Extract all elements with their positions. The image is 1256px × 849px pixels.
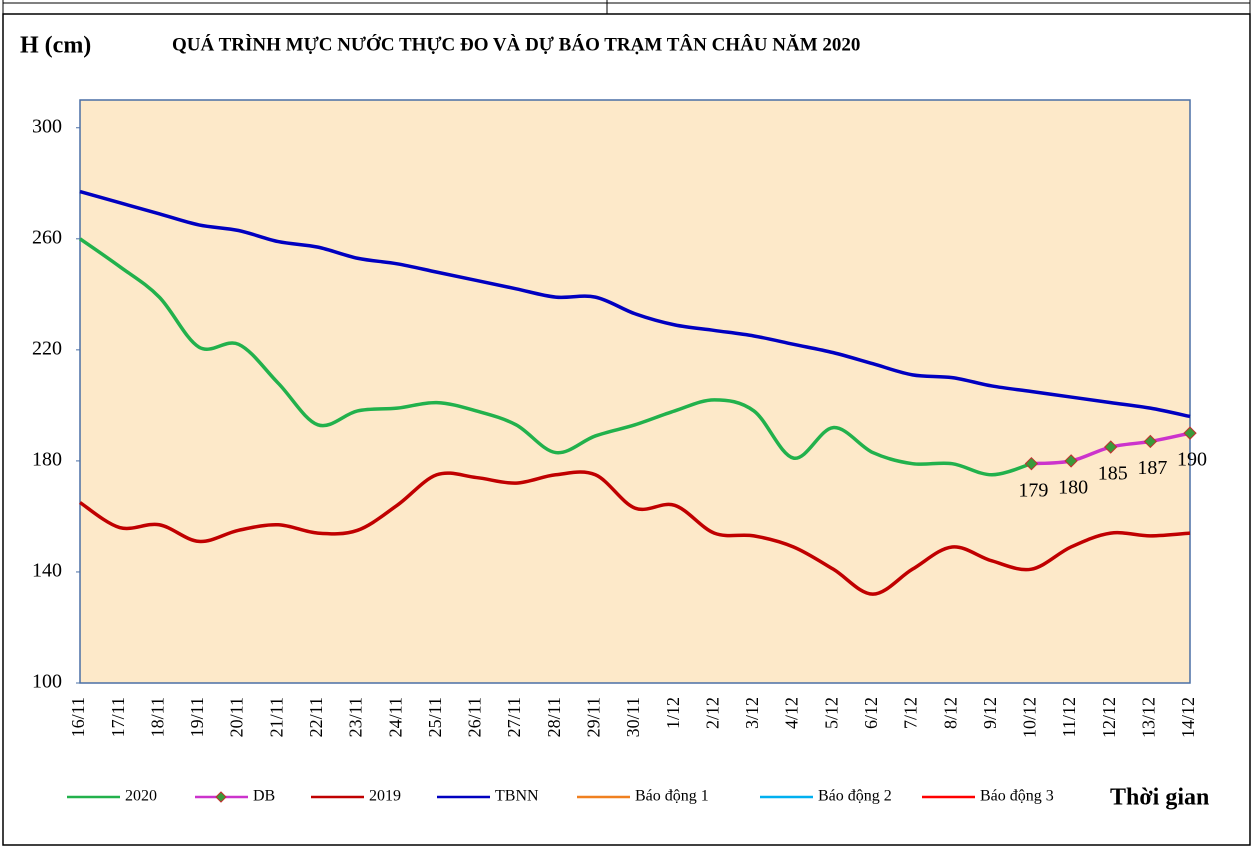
data-label: 179 — [1018, 479, 1048, 501]
data-label: 185 — [1098, 463, 1128, 485]
legend-marker — [215, 791, 227, 803]
x-tick-label: 20/11 — [227, 697, 247, 737]
x-tick-label: 21/11 — [266, 697, 286, 737]
y-tick-label: 300 — [32, 115, 62, 137]
legend-label: Báo động 1 — [635, 788, 709, 805]
x-tick-label: 10/12 — [1020, 697, 1040, 738]
x-tick-label: 17/11 — [108, 697, 128, 737]
data-label: 180 — [1058, 476, 1088, 498]
series-line — [79, 470, 1191, 596]
x-tick-label: 8/12 — [940, 697, 960, 729]
x-tick-label: 22/11 — [306, 697, 326, 737]
x-tick-label: 9/12 — [980, 697, 1000, 729]
series-line — [79, 189, 1191, 419]
data-label: 187 — [1137, 457, 1167, 479]
data-marker — [1143, 434, 1158, 449]
plot-area — [79, 99, 1191, 684]
x-tick-label: 23/11 — [346, 697, 366, 737]
x-tick-label: 25/11 — [425, 697, 445, 737]
x-tick-label: 29/11 — [583, 697, 603, 737]
x-tick-label: 24/11 — [385, 697, 405, 737]
legend-label: Báo động 2 — [818, 788, 892, 805]
data-label: 190 — [1177, 449, 1207, 471]
x-tick-label: 18/11 — [147, 697, 167, 737]
y-tick-label: 180 — [32, 448, 62, 470]
x-tick-label: 2/12 — [702, 697, 722, 729]
x-tick-label: 27/11 — [504, 697, 524, 737]
x-tick-label: 30/11 — [623, 697, 643, 737]
legend-label: 2019 — [369, 788, 401, 805]
x-tick-label: 5/12 — [821, 697, 841, 729]
legend-label: Báo động 3 — [980, 788, 1054, 805]
x-tick-label: 12/12 — [1099, 697, 1119, 738]
y-tick-label: 220 — [32, 337, 62, 359]
data-marker — [1064, 454, 1078, 468]
legend-label: TBNN — [495, 788, 539, 805]
x-tick-label: 1/12 — [663, 697, 683, 729]
x-tick-label: 6/12 — [861, 697, 881, 729]
data-marker — [1104, 440, 1118, 454]
data-marker — [1183, 426, 1197, 440]
x-tick-label: 4/12 — [782, 697, 802, 729]
series-line — [78, 237, 1032, 477]
x-tick-label: 3/12 — [742, 697, 762, 729]
x-tick-label: 7/12 — [901, 697, 921, 729]
y-tick-label: 140 — [32, 560, 62, 582]
data-marker — [1024, 456, 1039, 471]
x-tick-label: 19/11 — [187, 697, 207, 737]
x-tick-label: 13/12 — [1138, 697, 1158, 738]
legend-label: DB — [253, 788, 275, 805]
y-axis-label: H (cm) — [20, 33, 91, 59]
x-tick-label: 16/11 — [68, 697, 88, 737]
chart-title: QUÁ TRÌNH MỰC NƯỚC THỰC ĐO VÀ DỰ BÁO TRẠ… — [172, 33, 860, 55]
x-tick-label: 28/11 — [544, 697, 564, 737]
x-tick-label: 11/12 — [1059, 697, 1079, 737]
legend-label: 2020 — [125, 788, 157, 805]
y-tick-label: 100 — [32, 671, 62, 693]
x-tick-label: 14/12 — [1178, 697, 1198, 738]
y-tick-label: 260 — [32, 226, 62, 248]
x-tick-label: 26/11 — [465, 697, 485, 737]
x-axis-label: Thời gian — [1110, 785, 1209, 811]
